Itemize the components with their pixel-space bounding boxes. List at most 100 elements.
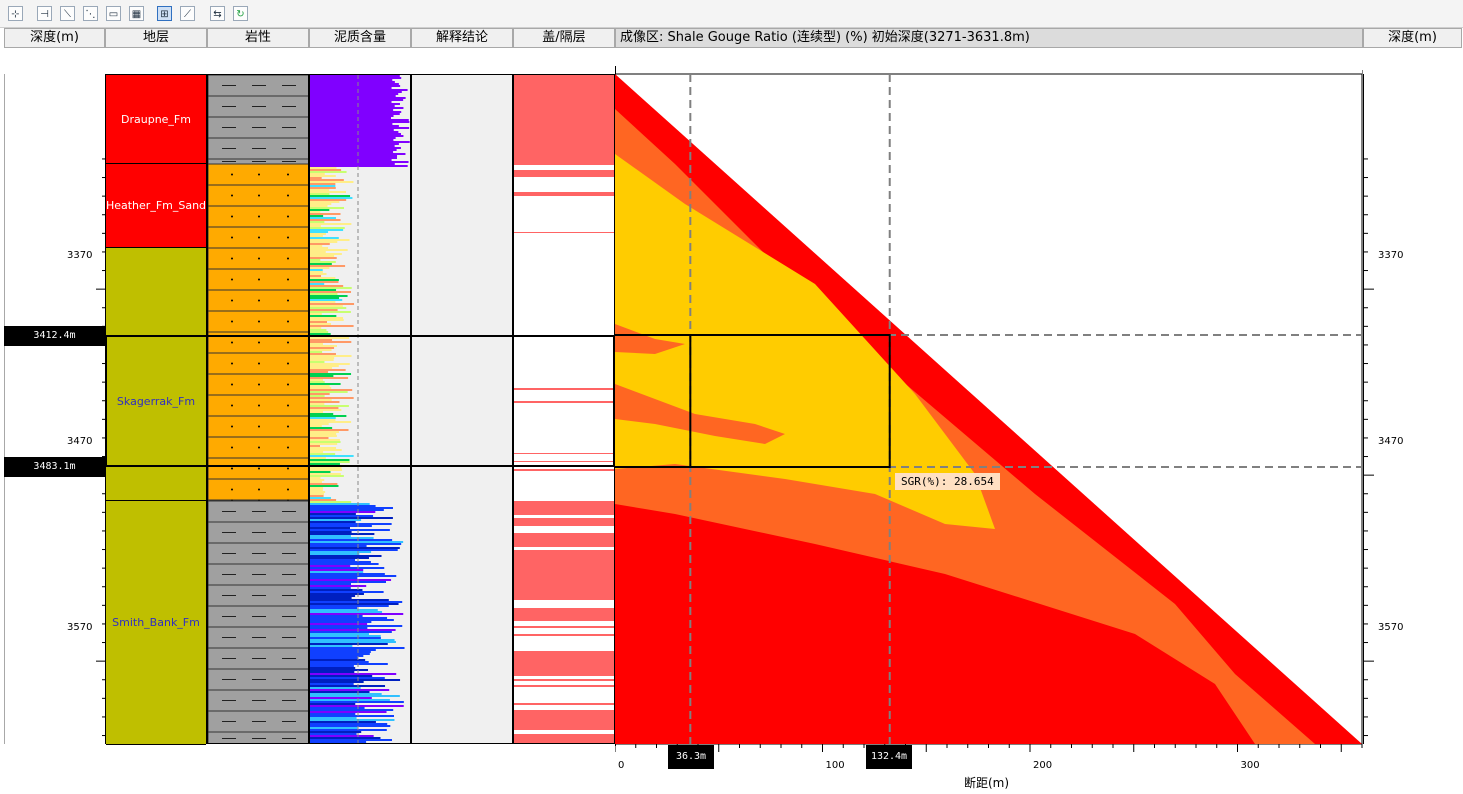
- shale-sample: [310, 513, 356, 515]
- sand-dot: [258, 341, 260, 344]
- shale-sample: [310, 623, 368, 625]
- shale-sample: [310, 389, 353, 391]
- shale-sample: [310, 573, 385, 575]
- shale-sample: [310, 503, 370, 505]
- shale-sample: [310, 663, 388, 665]
- shale-sample: [310, 613, 404, 615]
- shale-sample: [310, 711, 387, 713]
- formation-smith_bank_fm[interactable]: Smith_Bank_Fm: [106, 501, 206, 745]
- select-tool-button[interactable]: ⊹: [8, 6, 23, 21]
- seal-band: [514, 734, 614, 743]
- cursor-x2-label[interactable]: 132.4m: [866, 745, 912, 769]
- shale-sample: [310, 183, 336, 185]
- shale-sample: [310, 515, 374, 517]
- shale-sample: [310, 251, 326, 253]
- formation-unnamed-4[interactable]: [106, 467, 206, 501]
- shale-sample: [310, 297, 340, 299]
- shale-sample: [310, 367, 333, 369]
- shale-sample: [310, 471, 331, 473]
- shale-sample: [310, 693, 382, 695]
- sgr-selection-box[interactable]: [689, 334, 891, 468]
- shale-sample: [310, 441, 341, 443]
- shale-sample: [310, 113, 400, 115]
- shale-sample: [310, 329, 327, 331]
- diagonal-tool-button[interactable]: ⟋: [180, 6, 195, 21]
- shale-sample: [310, 689, 390, 691]
- sgr-heatmap[interactable]: 00100100200200300300: [614, 49, 1363, 774]
- seal-band: [514, 461, 614, 462]
- shale-sample: [310, 257, 337, 259]
- shale-sample: [310, 355, 352, 357]
- sand-dot: [231, 488, 233, 491]
- sand-dot: [231, 194, 233, 197]
- depth-label-3470: 3470: [67, 436, 93, 447]
- swap-tool-button[interactable]: ⇆: [210, 6, 225, 21]
- formation-draupne_fm[interactable]: Draupne_Fm: [106, 75, 206, 164]
- depth-ticks-left: [96, 158, 106, 737]
- shale-sample: [310, 317, 344, 319]
- shale-sample: [310, 739, 392, 741]
- formation-unnamed-2[interactable]: [106, 248, 206, 337]
- shale-sample: [310, 263, 332, 265]
- cursor-x1-label[interactable]: 36.3m: [668, 745, 714, 769]
- sand-dot: [287, 320, 289, 323]
- shale-sample: [310, 571, 364, 573]
- shale-sample: [310, 161, 409, 163]
- shale-sample: [310, 617, 388, 619]
- fault-tool-button[interactable]: ⋱: [83, 6, 98, 21]
- toolbar: ⊹ ⊣ ⟍ ⋱ ▭ ▦ ⊞ ⟋ ⇆ ↻: [0, 0, 1463, 28]
- shale-sample: [310, 275, 322, 277]
- shale-sample: [310, 259, 321, 261]
- shale-sample: [310, 505, 376, 507]
- selection-top-depth-flag[interactable]: 3412.4m: [4, 326, 105, 346]
- formation-heather_fm_sand[interactable]: Heather_Fm_Sand: [106, 164, 206, 248]
- sgr-high-region: [615, 74, 1362, 744]
- sgr-image-area[interactable]: 00100100200200300300: [614, 49, 1363, 774]
- shale-sample: [310, 511, 376, 513]
- shale-sample: [310, 109, 394, 111]
- formation-skagerrak_fm[interactable]: Skagerrak_Fm: [106, 337, 206, 467]
- seal-band: [514, 469, 614, 471]
- header-interpretation: 解释结论: [411, 28, 513, 48]
- shale-sample: [310, 489, 323, 491]
- shale-sample: [310, 315, 337, 317]
- header-depth-right: 深度(m): [1363, 28, 1462, 48]
- refresh-tool-button[interactable]: ↻: [233, 6, 248, 21]
- shale-sample: [310, 731, 362, 733]
- shale-sample: [310, 459, 350, 461]
- shale-sample: [310, 447, 337, 449]
- interpretation-track: [411, 74, 513, 744]
- shale-sample: [310, 291, 352, 293]
- table-tool-button[interactable]: ▦: [129, 6, 144, 21]
- shale-sample: [310, 413, 334, 415]
- shale-sample: [310, 547, 400, 549]
- shale-sample: [310, 579, 392, 581]
- shale-sample: [310, 383, 341, 385]
- shale-sample: [310, 255, 335, 257]
- grid-tool-button[interactable]: ⊞: [157, 6, 172, 21]
- selection-bottom-depth-flag[interactable]: 3483.1m: [4, 457, 105, 477]
- header-lithology: 岩性: [207, 28, 309, 48]
- insert-tool-button[interactable]: ⊣: [37, 6, 52, 21]
- sand-dot: [231, 404, 233, 407]
- line-tool-button[interactable]: ⟍: [60, 6, 75, 21]
- shale-sample: [310, 443, 338, 445]
- shale-sample: [310, 499, 337, 501]
- calendar-tool-button[interactable]: ▭: [106, 6, 121, 21]
- shale-sample: [310, 625, 403, 627]
- shale-sample: [310, 427, 333, 429]
- shale-sample: [310, 435, 337, 437]
- shale-sample: [310, 347, 335, 349]
- shale-sample: [310, 567, 385, 569]
- shale-sample: [310, 277, 336, 279]
- shale-sample: [310, 127, 410, 129]
- sand-dot: [231, 236, 233, 239]
- shale-sample: [310, 163, 395, 165]
- shale-sample: [310, 357, 335, 359]
- shale-sample: [310, 445, 321, 447]
- shale-sample: [310, 649, 376, 651]
- shale-sample: [310, 239, 350, 241]
- sand-dot: [258, 299, 260, 302]
- shale-sample: [310, 521, 356, 523]
- shale-sample: [310, 345, 337, 347]
